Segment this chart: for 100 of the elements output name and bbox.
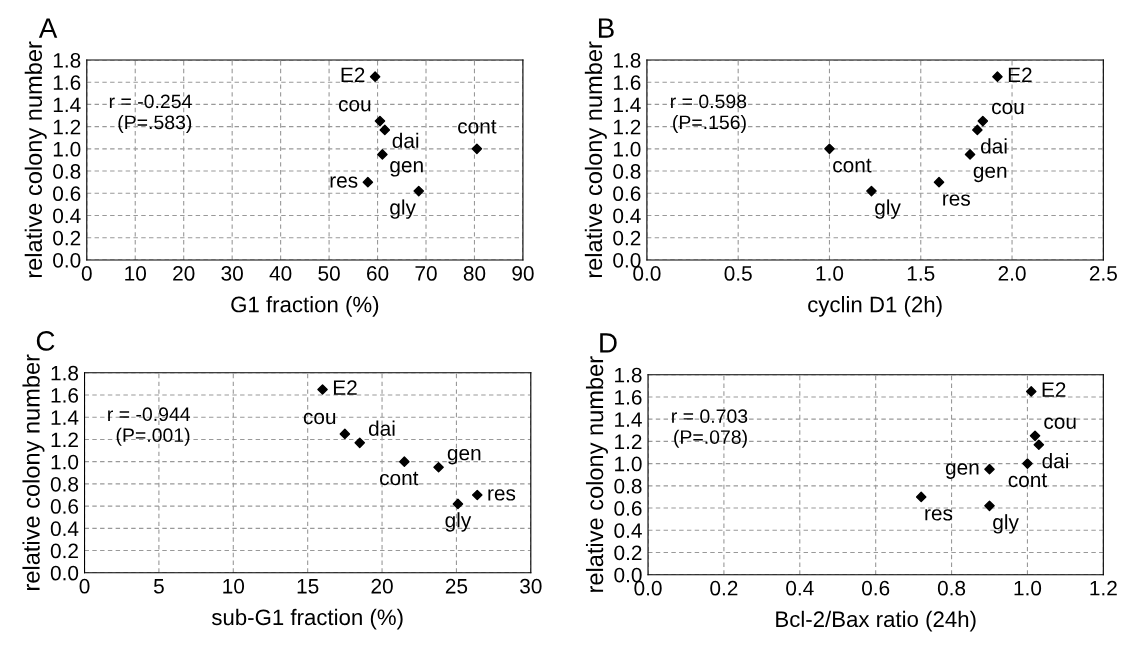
y-tick-label: 0.2 xyxy=(53,230,81,246)
annotation: gen xyxy=(945,463,979,479)
annotation: gen xyxy=(973,166,1007,183)
y-tick-label: 0.2 xyxy=(50,543,78,559)
x-axis-title: cyclin D1 (2h) xyxy=(808,296,942,317)
y-tick-label: 1.2 xyxy=(615,434,642,449)
y-tick-label: 0.4 xyxy=(613,208,641,224)
annotation: dai xyxy=(368,420,395,436)
y-tick-label: 0.2 xyxy=(613,230,641,246)
annotation: gly xyxy=(993,514,1019,534)
x-axis-title: Bcl-2/Bax ratio (24h) xyxy=(776,610,976,632)
y-tick-label: 0.6 xyxy=(50,499,79,514)
point xyxy=(339,428,351,440)
annotation: E2 xyxy=(1042,382,1066,397)
annotation: cont xyxy=(380,471,419,486)
x-tick-label: 0.8 xyxy=(937,580,966,596)
y-axis-title: relative colony number xyxy=(585,356,608,592)
point xyxy=(964,149,976,160)
point xyxy=(866,185,877,197)
annotation: cou xyxy=(338,99,371,112)
x-tick-label: 1.5 xyxy=(907,266,935,281)
y-tick-label: 0.6 xyxy=(614,501,642,516)
y-tick-label: 0.0 xyxy=(613,252,641,268)
point xyxy=(471,489,483,501)
x-tick-label: 1.2 xyxy=(1090,580,1117,596)
annotation: gly xyxy=(875,199,901,219)
x-tick-label: 50 xyxy=(318,266,340,281)
point xyxy=(1029,430,1041,442)
y-tick-label: 0.6 xyxy=(613,186,641,202)
x-tick-label: 30 xyxy=(221,266,243,281)
x-tick-label: 30 xyxy=(520,578,542,594)
annotation: r = -0.944 (P=.001) xyxy=(108,407,191,446)
y-tick-label: 0.8 xyxy=(53,164,81,179)
point xyxy=(1033,439,1045,451)
annotation: cont xyxy=(833,158,872,173)
point xyxy=(362,176,374,188)
point xyxy=(379,124,391,136)
x-axis-title: G1 fraction (%) xyxy=(231,296,379,317)
y-tick-label: 0.4 xyxy=(614,523,642,539)
point xyxy=(915,491,927,503)
x-tick-label: 0.4 xyxy=(786,580,814,596)
y-tick-label: 1.2 xyxy=(613,119,641,135)
point xyxy=(374,115,386,127)
point xyxy=(413,185,425,197)
point xyxy=(1022,458,1033,469)
y-tick-label: 0.2 xyxy=(614,545,642,561)
annotation: res xyxy=(943,194,970,206)
annotation: cont xyxy=(458,119,497,134)
x-tick-label: 25 xyxy=(445,578,468,594)
y-tick-label: 1.0 xyxy=(53,141,81,157)
point xyxy=(984,463,995,475)
y-tick-label: 1.0 xyxy=(51,454,79,470)
y-tick-label: 1.4 xyxy=(53,97,81,112)
y-tick-label: 1.6 xyxy=(615,389,642,405)
annotation: cou xyxy=(1044,417,1076,429)
point xyxy=(992,71,1003,82)
y-axis-title: relative colony number xyxy=(584,41,607,278)
y-tick-label: 0.8 xyxy=(614,478,642,494)
annotation: cont xyxy=(1008,473,1047,488)
x-tick-label: 10 xyxy=(223,578,245,594)
point xyxy=(399,456,410,467)
y-tick-label: 0.8 xyxy=(50,476,79,492)
y-tick-label: 0.4 xyxy=(53,208,81,224)
point xyxy=(354,437,366,449)
point xyxy=(369,71,381,82)
x-tick-label: 70 xyxy=(415,266,437,281)
annotation: cou xyxy=(303,412,336,425)
annotation: E2 xyxy=(1008,67,1032,83)
x-tick-label: 0.0 xyxy=(633,266,661,281)
x-tick-label: 20 xyxy=(371,578,393,594)
annotation: res xyxy=(925,509,953,521)
x-tick-label: 1.0 xyxy=(1014,580,1042,596)
x-tick-label: 20 xyxy=(173,266,195,281)
annotation: r = -0.254 (P=.583) xyxy=(109,94,192,134)
y-tick-label: 1.4 xyxy=(615,412,642,427)
y-tick-label: 1.6 xyxy=(613,75,641,90)
annotation: gly xyxy=(445,512,472,532)
x-tick-label: 2.0 xyxy=(998,266,1026,281)
annotation: cou xyxy=(992,102,1024,115)
x-tick-label: 15 xyxy=(297,579,319,594)
y-tick-label: 1.4 xyxy=(51,410,79,425)
y-tick-label: 0.0 xyxy=(53,252,81,268)
y-tick-label: 0.4 xyxy=(50,521,79,537)
y-tick-label: 1.2 xyxy=(53,119,81,135)
chart-title: A xyxy=(38,18,58,38)
chart-title: D xyxy=(600,333,617,353)
point xyxy=(977,115,989,127)
y-tick-label: 1.8 xyxy=(613,52,641,68)
point xyxy=(433,461,444,473)
x-tick-label: 0 xyxy=(81,266,92,281)
y-tick-label: 1.0 xyxy=(613,141,641,157)
y-tick-label: 1.0 xyxy=(615,456,642,472)
annotation: E2 xyxy=(341,67,365,83)
point xyxy=(471,143,483,155)
annotation: res xyxy=(330,176,358,188)
annotation: dai xyxy=(392,132,419,149)
chart-title: B xyxy=(598,18,614,38)
y-tick-label: 0.8 xyxy=(613,164,641,179)
annotation: gen xyxy=(447,448,481,465)
y-tick-label: 1.8 xyxy=(615,367,642,383)
